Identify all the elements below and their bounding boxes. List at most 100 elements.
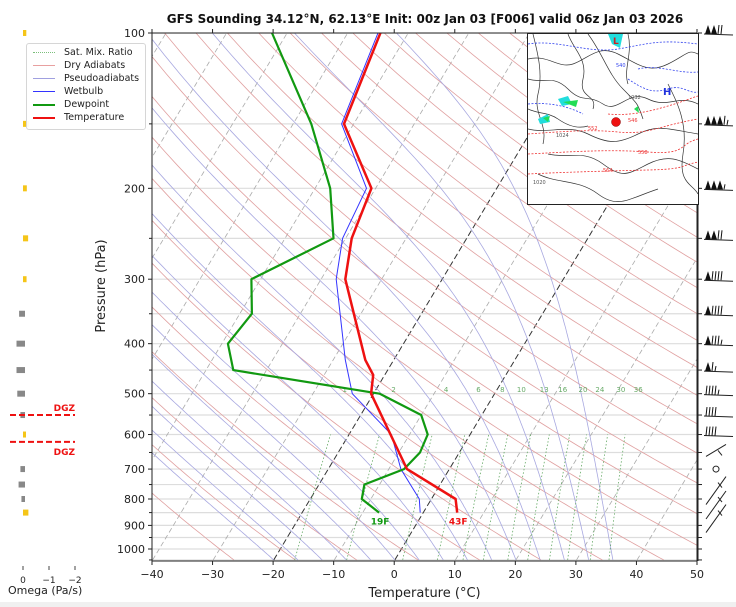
pseudoadiabat-line xyxy=(152,254,444,561)
dry-adiabat-line xyxy=(352,33,697,289)
barb-full xyxy=(708,426,711,436)
series-line-dewpoint xyxy=(226,33,429,514)
omega-bar xyxy=(21,496,25,503)
pseudoadiabat-line xyxy=(152,324,396,561)
barb-staff xyxy=(703,394,734,397)
x-tick-label: 30 xyxy=(569,568,583,581)
barb-full xyxy=(720,230,723,240)
map-high-label: H xyxy=(663,87,671,98)
legend-swatch xyxy=(33,65,55,66)
mixing-ratio-line xyxy=(402,434,433,560)
pseudoadiabat-line xyxy=(152,213,468,561)
mixing-ratio-line xyxy=(294,434,331,561)
pseudoadiabat-line xyxy=(396,33,614,560)
barb-pennant xyxy=(717,180,723,190)
wind-barb xyxy=(703,24,734,36)
omega-axis-label: Omega (Pa/s) xyxy=(8,584,82,597)
barb-staff xyxy=(703,238,734,241)
mixing-ratio-label: 24 xyxy=(595,386,604,394)
barb-staff xyxy=(703,33,734,36)
legend-entry-wetbulb: Wetbulb xyxy=(33,85,103,98)
wind-barb xyxy=(703,406,734,418)
dry-adiabat-line xyxy=(152,492,235,561)
legend-label: Sat. Mix. Ratio xyxy=(64,47,133,58)
omega-bar xyxy=(17,390,25,397)
dry-adiabat-line xyxy=(321,33,697,315)
dry-adiabat-line xyxy=(164,33,697,454)
map-contour-label: 552 xyxy=(588,126,598,132)
legend-swatch xyxy=(33,91,55,92)
mixing-ratio-line xyxy=(608,434,626,560)
map-contour-label: 564 xyxy=(603,168,613,174)
dry-adiabat-line xyxy=(152,351,419,561)
mixing-ratio-label: 6 xyxy=(476,386,481,394)
isotherm-line xyxy=(212,33,530,561)
barb-pennant xyxy=(705,362,711,372)
barb-staff xyxy=(703,344,734,347)
legend-label: Wetbulb xyxy=(64,86,104,97)
barb-half xyxy=(717,389,720,395)
isotherm-line xyxy=(152,33,349,360)
dry-adiabat-line xyxy=(152,444,296,561)
dgz-label: DGZ xyxy=(54,404,76,414)
dry-adiabat-line xyxy=(152,306,480,561)
chart-legend: Sat. Mix. Ratio Dry Adiabats Pseudoadiab… xyxy=(26,43,146,130)
y-tick-label: 900 xyxy=(124,519,145,532)
barb-pennant xyxy=(705,115,711,125)
isotherm-line xyxy=(455,156,697,561)
barb-staff xyxy=(705,490,727,520)
barb-pennant xyxy=(705,180,711,190)
barb-full xyxy=(711,426,714,436)
mixing-ratio-line xyxy=(589,434,609,560)
y-tick-label: 800 xyxy=(124,493,145,506)
barb-staff xyxy=(703,124,734,127)
dry-adiabat-line xyxy=(289,33,697,341)
y-tick-label: 200 xyxy=(124,182,145,195)
dry-adiabat-line xyxy=(152,262,542,561)
y-tick-label: 400 xyxy=(124,338,145,351)
x-tick-label: 20 xyxy=(508,568,522,581)
mixing-ratio-label: 2 xyxy=(391,386,395,394)
barb-full xyxy=(714,305,717,315)
barb-full xyxy=(714,385,717,395)
dry-adiabat-line xyxy=(152,95,697,515)
pseudoadiabat-line xyxy=(152,353,371,561)
omega-bar xyxy=(23,431,26,438)
barb-full xyxy=(705,426,708,436)
isotherm-line xyxy=(152,33,470,561)
map-contour-label: 1024 xyxy=(556,133,569,139)
pseudoadiabat-line xyxy=(294,33,589,560)
pseudoadiabat-line xyxy=(152,452,274,561)
barb-pennant xyxy=(711,115,717,125)
mixing-ratio-label: 30 xyxy=(616,386,625,394)
pseudoadiabat-line xyxy=(152,405,323,561)
x-axis-label: Temperature (°C) xyxy=(367,586,480,601)
omega-bar xyxy=(16,367,25,374)
mixing-ratio-label: 1 xyxy=(343,386,347,394)
series-line-wetbulb xyxy=(335,33,421,513)
omega-bar xyxy=(16,340,25,347)
barb-pennant xyxy=(705,230,711,240)
wind-barb xyxy=(703,385,734,397)
calm-circle xyxy=(712,465,720,473)
wind-barb xyxy=(705,444,727,457)
barb-flag xyxy=(717,510,723,516)
omega-bar xyxy=(20,466,25,473)
mixing-ratio-label: 20 xyxy=(579,386,588,394)
barb-full xyxy=(714,426,717,436)
x-tick-label: −10 xyxy=(322,568,345,581)
mixing-ratio-label: 8 xyxy=(500,386,504,394)
map-contour-label: 1032 xyxy=(628,95,641,101)
barb-full xyxy=(711,406,714,417)
y-tick-label: 700 xyxy=(124,463,145,476)
isotherm-line xyxy=(152,33,288,259)
wind-barb xyxy=(705,476,727,505)
barb-full xyxy=(717,230,720,240)
barb-full xyxy=(714,335,717,345)
inset-map: L H 540 546 552 558 564 1020 1024 1032 xyxy=(527,33,699,205)
omega-bar xyxy=(23,120,29,127)
barb-pennant xyxy=(705,335,711,345)
wind-barb xyxy=(703,180,734,191)
